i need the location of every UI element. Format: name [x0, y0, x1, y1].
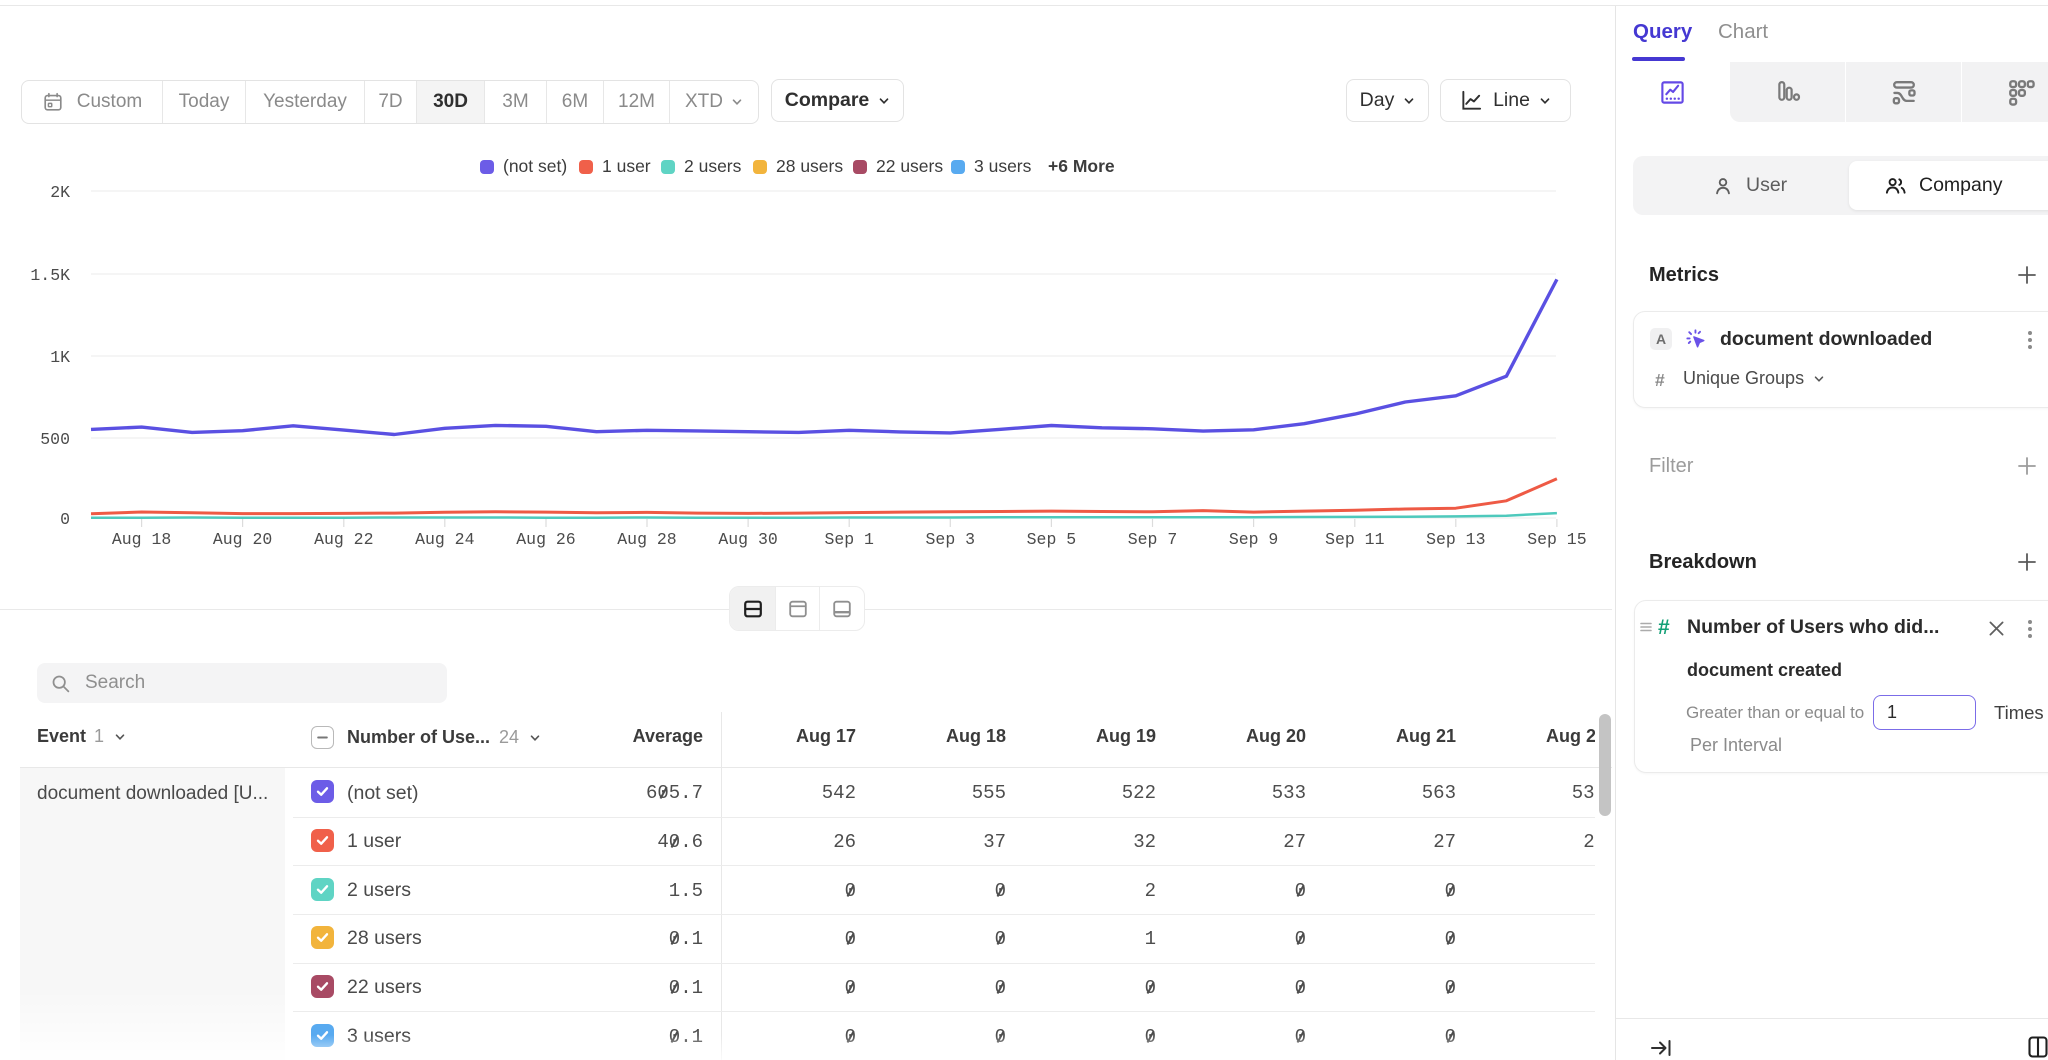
svg-text:1.5K: 1.5K — [30, 266, 70, 285]
svg-text:Aug 26: Aug 26 — [516, 530, 575, 549]
svg-text:Aug 22: Aug 22 — [314, 530, 373, 549]
svg-text:Aug 20: Aug 20 — [213, 530, 272, 549]
svg-text:Aug 24: Aug 24 — [415, 530, 475, 549]
svg-text:Sep 5: Sep 5 — [1027, 530, 1077, 549]
svg-text:500: 500 — [40, 430, 70, 449]
svg-text:2K: 2K — [50, 183, 70, 202]
svg-text:Aug 28: Aug 28 — [617, 530, 676, 549]
svg-text:Sep 7: Sep 7 — [1128, 530, 1178, 549]
svg-text:Aug 30: Aug 30 — [718, 530, 777, 549]
svg-text:Sep 13: Sep 13 — [1426, 530, 1485, 549]
svg-text:Aug 18: Aug 18 — [112, 530, 171, 549]
svg-text:Sep 9: Sep 9 — [1229, 530, 1279, 549]
svg-text:Sep 15: Sep 15 — [1527, 530, 1586, 549]
svg-text:Sep 1: Sep 1 — [824, 530, 874, 549]
svg-text:Sep 3: Sep 3 — [926, 530, 976, 549]
svg-text:1K: 1K — [50, 348, 70, 367]
svg-text:0: 0 — [60, 510, 70, 529]
svg-text:Sep 11: Sep 11 — [1325, 530, 1385, 549]
